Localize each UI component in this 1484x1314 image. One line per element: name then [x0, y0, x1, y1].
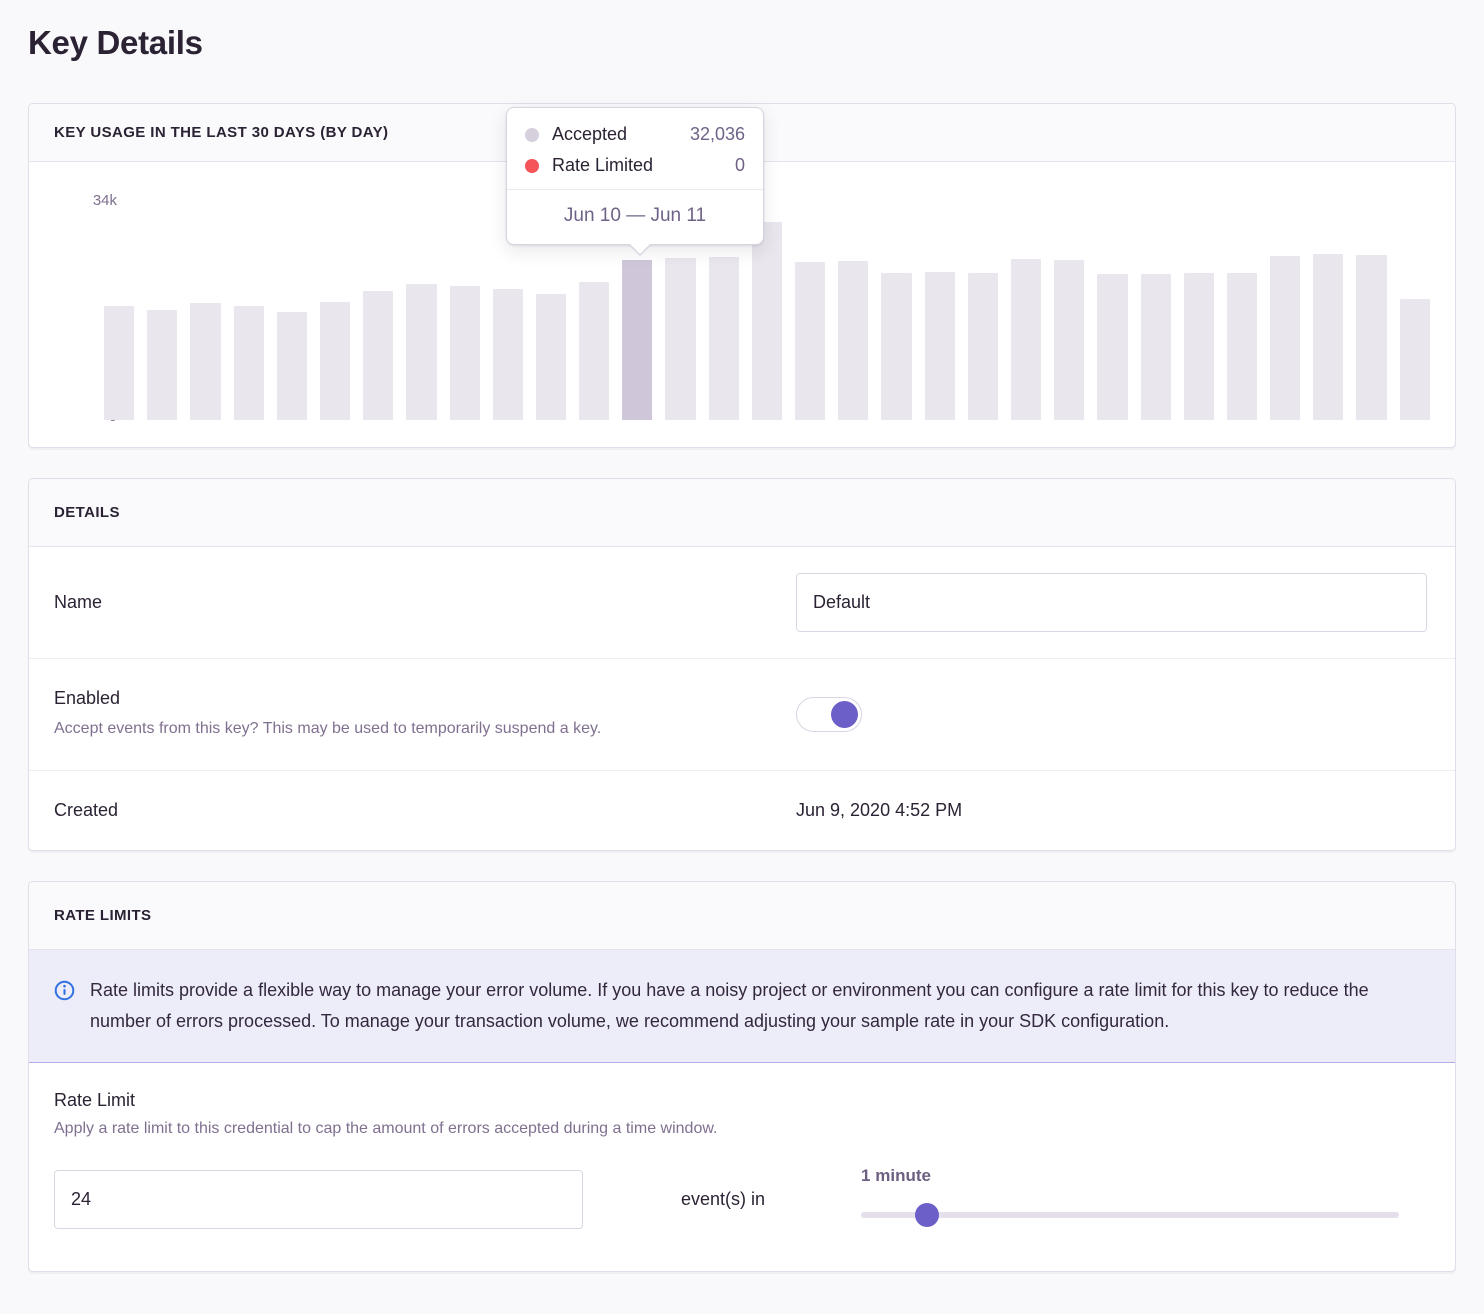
created-value: Jun 9, 2020 4:52 PM — [796, 800, 963, 820]
enabled-help: Accept events from this key? This may be… — [54, 720, 602, 738]
accepted-value: 32,036 — [689, 124, 745, 144]
usage-bar[interactable] — [1356, 255, 1387, 420]
rate-limits-alert-text: Rate limits provide a flexible way to ma… — [90, 980, 1369, 1031]
rate-limits-panel: RATE LIMITS Rate limits provide a flexib… — [28, 881, 1456, 1272]
page-title: Key Details — [28, 24, 203, 61]
enabled-row: Enabled Accept events from this key? Thi… — [29, 659, 1455, 771]
usage-bar[interactable] — [795, 262, 826, 420]
usage-bar[interactable] — [1183, 272, 1214, 420]
rate-limits-info-alert: Rate limits provide a flexible way to ma… — [29, 950, 1455, 1063]
usage-bar[interactable] — [535, 293, 567, 420]
name-row: Name — [29, 547, 1455, 659]
usage-bar[interactable] — [190, 302, 221, 420]
chart-tooltip: Accepted 32,036 Rate Limited 0 Jun 10 — … — [506, 107, 764, 256]
usage-bar[interactable] — [147, 309, 178, 420]
rate-limited-dot — [525, 158, 539, 173]
rate-limits-panel-header: RATE LIMITS — [29, 882, 1455, 950]
tooltip-date-range: Jun 10 — Jun 11 — [563, 205, 707, 226]
tooltip-rate-limited-row: Rate Limited 0 — [525, 155, 745, 176]
usage-bar[interactable] — [363, 291, 394, 420]
rate-window-slider-group: 1 minute — [861, 1165, 1400, 1229]
usage-bar[interactable] — [492, 288, 523, 420]
usage-bar[interactable] — [276, 311, 307, 420]
usage-bar[interactable] — [406, 284, 437, 420]
rate-limit-label: Rate Limit — [54, 1089, 136, 1110]
accepted-dot — [525, 127, 539, 142]
usage-bar[interactable] — [1010, 258, 1042, 420]
usage-bar[interactable] — [1399, 299, 1430, 420]
details-panel: DETAILS Name Enabled Accept events from … — [28, 478, 1456, 851]
usage-bar[interactable] — [1313, 254, 1344, 420]
usage-bar[interactable] — [838, 261, 869, 420]
accepted-label: Accepted — [552, 124, 628, 144]
rate-window-label: 1 minute — [861, 1165, 931, 1185]
info-icon — [54, 980, 75, 1001]
created-row: Created Jun 9, 2020 4:52 PM — [29, 771, 1455, 850]
usage-bar[interactable] — [1140, 273, 1171, 420]
enabled-toggle[interactable] — [796, 697, 862, 732]
details-panel-header: DETAILS — [29, 479, 1455, 547]
rate-window-slider-thumb[interactable] — [915, 1202, 940, 1227]
usage-bar[interactable] — [751, 222, 782, 420]
usage-bar[interactable] — [104, 306, 135, 420]
usage-bar[interactable] — [233, 306, 264, 420]
usage-bar[interactable] — [1226, 272, 1258, 420]
rate-limit-count-input[interactable] — [54, 1169, 583, 1229]
usage-bar[interactable] — [319, 301, 351, 420]
created-label: Created — [54, 800, 119, 820]
tooltip-accepted-row: Accepted 32,036 — [525, 124, 745, 145]
y-axis-max-label: 34k — [92, 192, 117, 209]
rate-limit-field: Rate Limit Apply a rate limit to this cr… — [29, 1063, 1455, 1271]
usage-bar[interactable] — [449, 285, 480, 420]
rate-window-slider[interactable] — [861, 1202, 1400, 1227]
rate-limit-controls: event(s) in 1 minute — [54, 1166, 1430, 1229]
usage-bar[interactable] — [924, 271, 955, 420]
usage-bars — [104, 203, 1430, 420]
rate-limited-label: Rate Limited — [552, 155, 654, 175]
usage-bar[interactable] — [881, 272, 912, 420]
usage-bar[interactable] — [579, 282, 610, 420]
usage-bar[interactable] — [708, 256, 739, 420]
usage-panel: KEY USAGE IN THE LAST 30 DAYS (BY DAY) 3… — [28, 103, 1456, 448]
rate-limit-connector: event(s) in — [681, 1188, 766, 1209]
usage-bar[interactable] — [1097, 273, 1128, 420]
rate-limited-value: 0 — [734, 155, 745, 175]
usage-bar[interactable] — [1270, 255, 1301, 420]
rate-limit-help: Apply a rate limit to this credential to… — [54, 1119, 718, 1137]
usage-bar[interactable] — [1054, 259, 1085, 420]
name-label: Name — [54, 592, 103, 612]
usage-bar[interactable] — [967, 272, 998, 420]
enabled-label: Enabled — [54, 688, 121, 709]
name-input[interactable] — [796, 573, 1427, 632]
usage-bar-hovered[interactable] — [622, 260, 653, 420]
tooltip-divider — [507, 189, 763, 190]
usage-bar[interactable] — [665, 257, 696, 420]
toggle-knob — [831, 701, 858, 728]
